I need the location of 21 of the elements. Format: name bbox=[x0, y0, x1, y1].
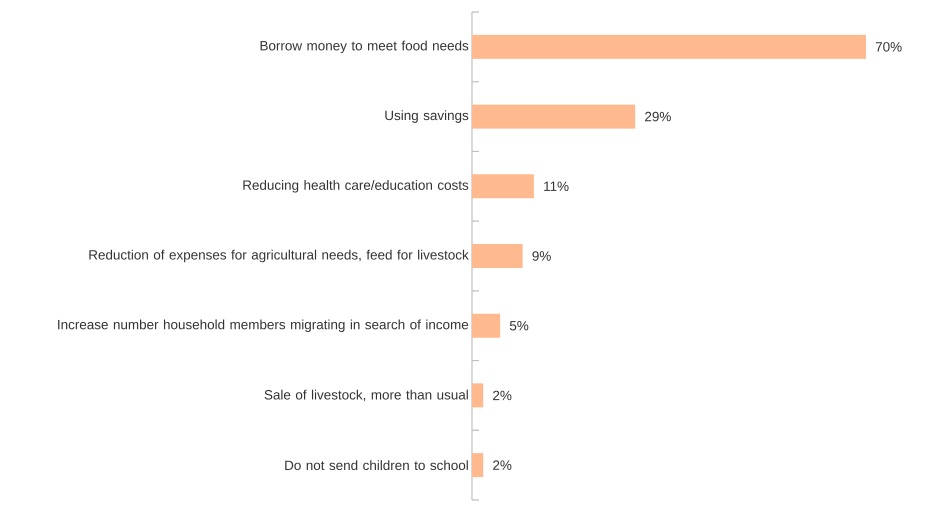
y-tick-label: Reduction of expenses for agricultural needs, feed for livestock bbox=[89, 250, 469, 262]
data-label: 9% bbox=[532, 251, 551, 261]
y-tick-label: Sale of livestock, more than usual bbox=[264, 390, 468, 402]
data-label: 5% bbox=[510, 320, 528, 330]
data-label: 2% bbox=[493, 460, 512, 470]
y-tick-label: Borrow money to meet food needs bbox=[260, 40, 468, 54]
data-label: 29% bbox=[645, 112, 671, 122]
bar bbox=[472, 383, 484, 408]
bar bbox=[472, 453, 484, 478]
bar bbox=[472, 34, 866, 59]
bar bbox=[472, 174, 534, 198]
bar bbox=[472, 104, 636, 129]
y-tick-label: Using savings bbox=[385, 110, 468, 123]
data-label: 11% bbox=[544, 182, 569, 191]
data-label: 2% bbox=[493, 390, 512, 400]
bar bbox=[472, 314, 500, 338]
y-tick-label: Do not send children to school bbox=[285, 460, 468, 470]
data-label: 70% bbox=[876, 42, 902, 52]
y-tick-label: Increase number household members migrating in search of income bbox=[58, 319, 468, 332]
y-tick-label: Reducing health care/education costs bbox=[243, 180, 468, 193]
bar bbox=[472, 244, 523, 268]
